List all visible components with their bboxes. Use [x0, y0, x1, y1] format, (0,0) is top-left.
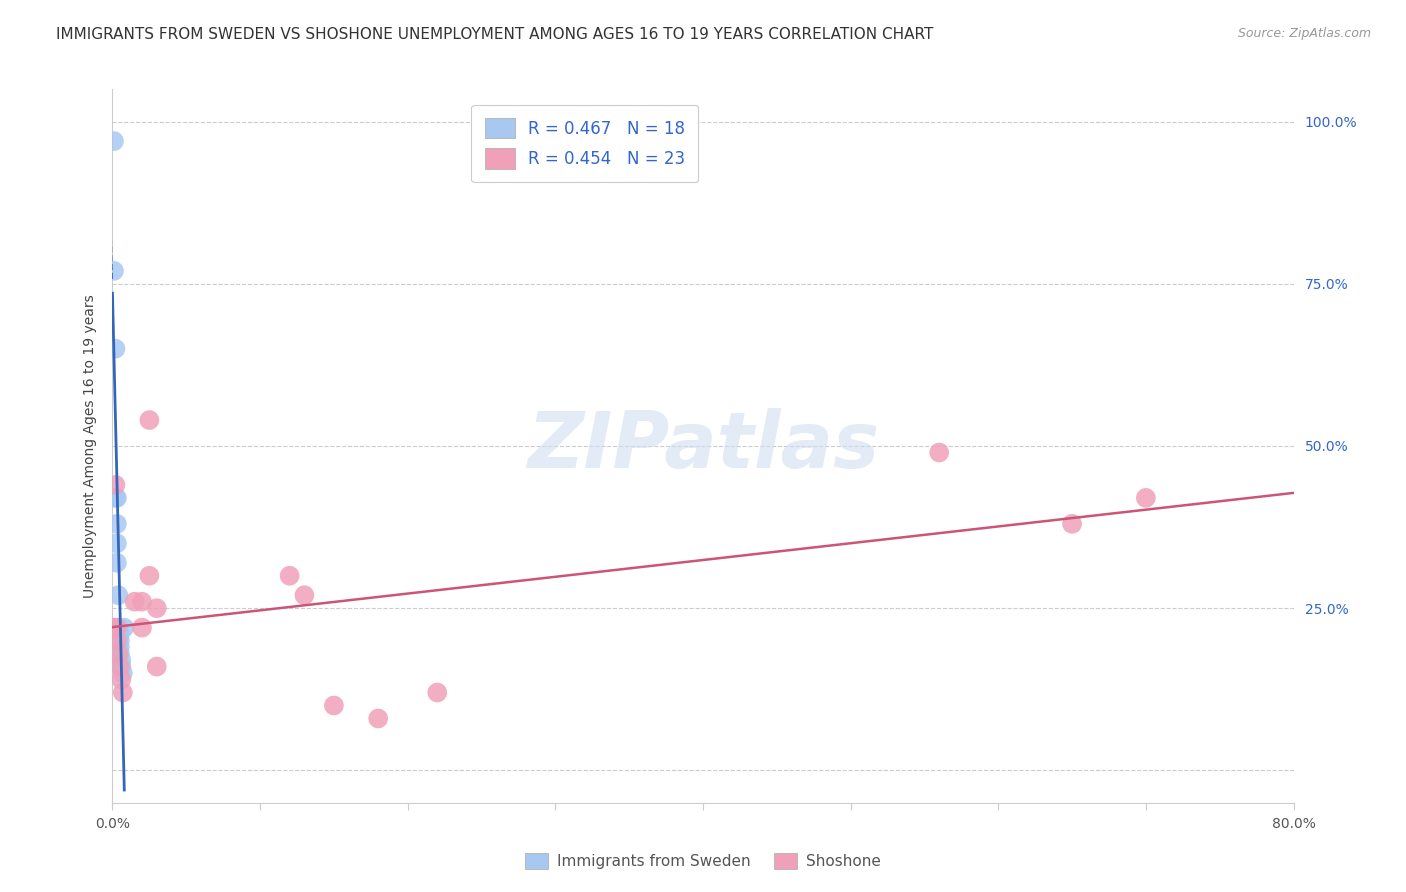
Point	[278, 568, 301, 582]
Point	[1062, 516, 1084, 531]
Y-axis label: Unemployment Among Ages 16 to 19 years: Unemployment Among Ages 16 to 19 years	[83, 294, 97, 598]
Point	[146, 659, 169, 673]
Point	[107, 647, 129, 661]
Point	[138, 413, 160, 427]
Point	[124, 595, 146, 609]
Point	[1135, 491, 1157, 505]
Point	[323, 698, 346, 713]
Point	[105, 556, 128, 570]
Text: ZIPatlas: ZIPatlas	[527, 408, 879, 484]
Point	[105, 633, 128, 648]
Point	[107, 621, 129, 635]
Legend: Immigrants from Sweden, Shoshone: Immigrants from Sweden, Shoshone	[519, 847, 887, 875]
Point	[108, 659, 131, 673]
Point	[292, 588, 315, 602]
Point	[108, 640, 131, 654]
Point	[103, 264, 125, 278]
Text: Source: ZipAtlas.com: Source: ZipAtlas.com	[1237, 27, 1371, 40]
Text: IMMIGRANTS FROM SWEDEN VS SHOSHONE UNEMPLOYMENT AMONG AGES 16 TO 19 YEARS CORREL: IMMIGRANTS FROM SWEDEN VS SHOSHONE UNEMP…	[56, 27, 934, 42]
Point	[108, 627, 131, 641]
Point	[426, 685, 449, 699]
Point	[131, 595, 153, 609]
Point	[103, 621, 125, 635]
Point	[105, 516, 128, 531]
Point	[103, 134, 125, 148]
Point	[367, 711, 389, 725]
Point	[105, 621, 128, 635]
Point	[928, 445, 950, 459]
Point	[104, 478, 127, 492]
Point	[131, 621, 153, 635]
Legend: R = 0.467   N = 18, R = 0.454   N = 23: R = 0.467 N = 18, R = 0.454 N = 23	[471, 104, 699, 182]
Point	[111, 666, 134, 681]
Point	[146, 601, 169, 615]
Point	[104, 342, 127, 356]
Point	[105, 536, 128, 550]
Point	[107, 588, 129, 602]
Point	[105, 491, 128, 505]
Point	[110, 673, 132, 687]
Point	[110, 659, 132, 673]
Point	[110, 653, 132, 667]
Point	[111, 685, 134, 699]
Point	[112, 621, 135, 635]
Point	[104, 491, 127, 505]
Point	[108, 633, 131, 648]
Point	[138, 568, 160, 582]
Point	[108, 647, 131, 661]
